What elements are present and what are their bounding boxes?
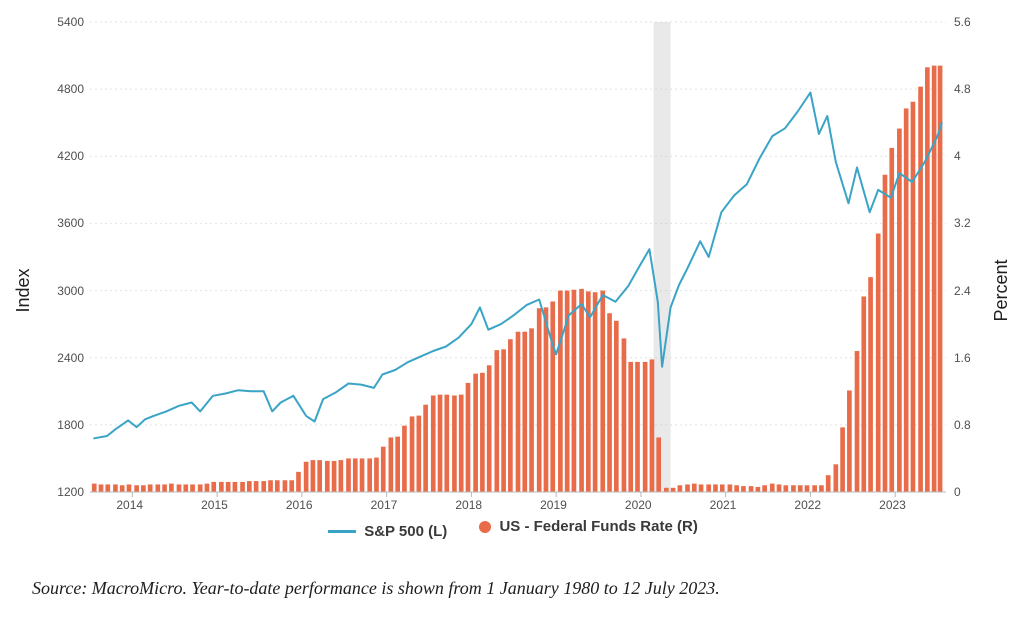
y-right-tick-label: 4 xyxy=(954,149,961,163)
y-left-tick-label: 4800 xyxy=(38,82,84,96)
x-tick-label: 2021 xyxy=(710,498,737,512)
x-tick-label: 2015 xyxy=(201,498,228,512)
source-note: Source: MacroMicro. Year-to-date perform… xyxy=(32,578,720,599)
plot-svg xyxy=(90,22,946,492)
chart-legend: S&P 500 (L) US - Federal Funds Rate (R) xyxy=(18,518,1008,540)
y-left-tick-label: 5400 xyxy=(38,15,84,29)
y-right-tick-label: 3.2 xyxy=(954,216,971,230)
y-left-tick-label: 1800 xyxy=(38,418,84,432)
x-tick-label: 2023 xyxy=(879,498,906,512)
y-left-tick-label: 3600 xyxy=(38,216,84,230)
legend-label: US - Federal Funds Rate (R) xyxy=(499,518,697,535)
y-right-tick-label: 0.8 xyxy=(954,418,971,432)
line-icon xyxy=(328,530,356,533)
y-right-tick-label: 1.6 xyxy=(954,351,971,365)
y-right-tick-label: 0 xyxy=(954,485,961,499)
x-tick-label: 2016 xyxy=(286,498,313,512)
y-right-tick-label: 2.4 xyxy=(954,284,971,298)
y-right-tick-label: 5.6 xyxy=(954,15,971,29)
x-tick-label: 2022 xyxy=(794,498,821,512)
x-tick-label: 2014 xyxy=(116,498,143,512)
y-left-tick-label: 4200 xyxy=(38,149,84,163)
chart-container: Index Percent 20142015201620172018201920… xyxy=(18,10,1008,560)
legend-item-fedfunds: US - Federal Funds Rate (R) xyxy=(479,518,697,535)
y-left-tick-label: 1200 xyxy=(38,485,84,499)
y-axis-left-label: Index xyxy=(13,268,34,312)
y-left-tick-label: 2400 xyxy=(38,351,84,365)
x-tick-label: 2019 xyxy=(540,498,567,512)
x-tick-label: 2018 xyxy=(455,498,482,512)
legend-label: S&P 500 (L) xyxy=(364,523,447,540)
x-tick-label: 2017 xyxy=(371,498,398,512)
x-tick-label: 2020 xyxy=(625,498,652,512)
y-axis-right-label: Percent xyxy=(991,259,1012,321)
legend-item-sp500: S&P 500 (L) xyxy=(328,523,447,540)
plot-area: 2014201520162017201820192020202120222023… xyxy=(90,22,946,492)
y-left-tick-label: 3000 xyxy=(38,284,84,298)
y-right-tick-label: 4.8 xyxy=(954,82,971,96)
dot-icon xyxy=(479,521,491,533)
